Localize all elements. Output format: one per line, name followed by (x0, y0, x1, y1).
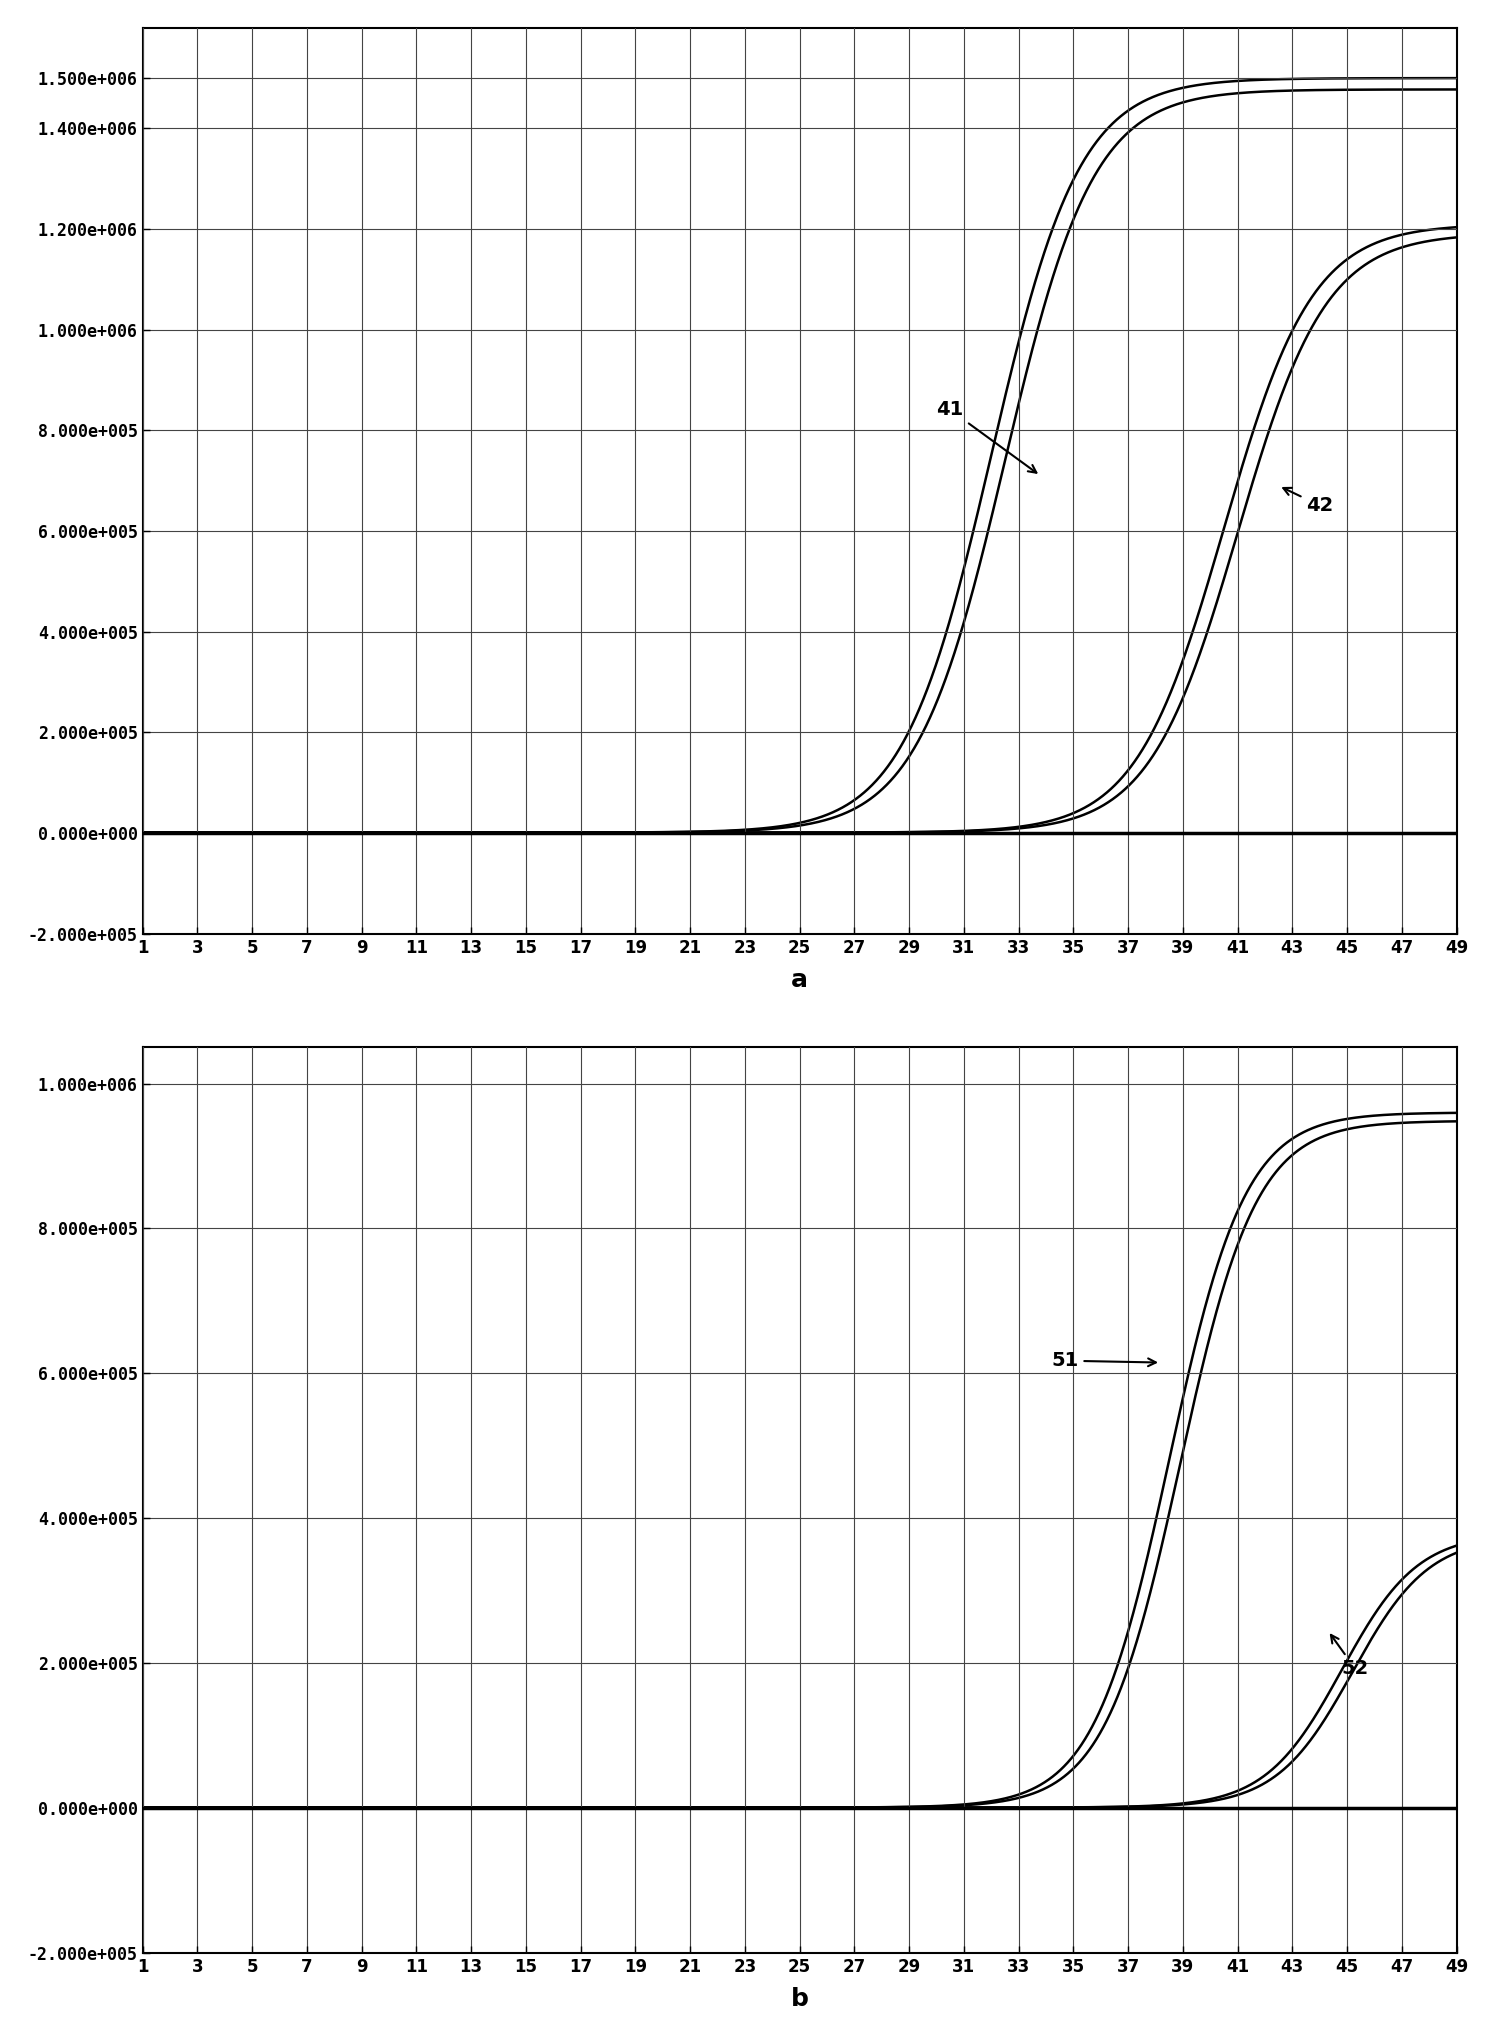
Text: 52: 52 (1331, 1635, 1369, 1678)
X-axis label: b: b (791, 1988, 808, 2010)
Text: 41: 41 (936, 400, 1037, 473)
Text: 42: 42 (1284, 487, 1333, 516)
Text: 51: 51 (1052, 1352, 1156, 1370)
X-axis label: a: a (791, 969, 808, 991)
